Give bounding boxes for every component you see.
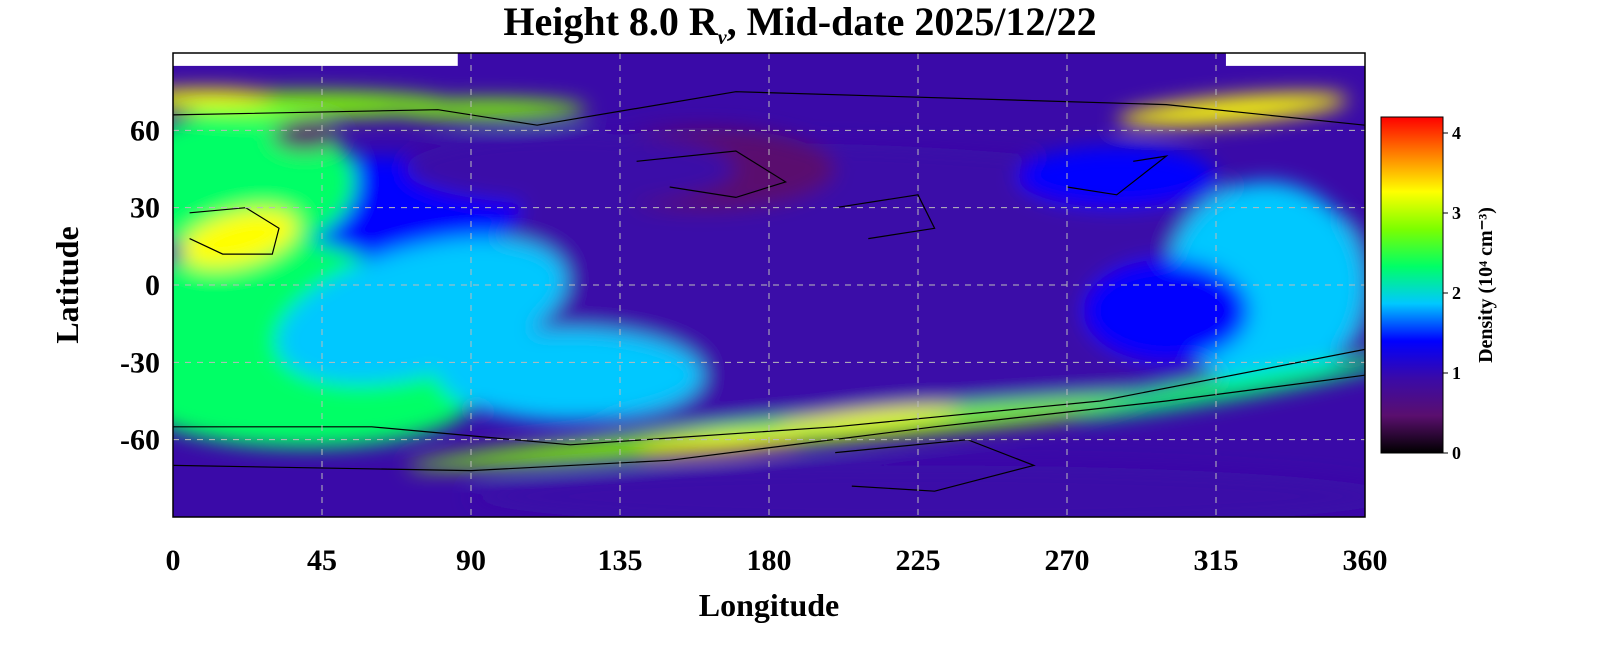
x-tick-label: 180 — [747, 544, 792, 577]
contour-line — [173, 348, 1365, 446]
contour-line — [636, 150, 788, 199]
title-main: Height 8.0 R — [503, 0, 718, 44]
x-tick-label: 90 — [456, 544, 486, 577]
y-tick-label: 0 — [145, 269, 160, 302]
colorbar: 0 1 2 3 4 Density (10⁴ cm⁻³) — [1380, 116, 1497, 463]
y-tick-label: -30 — [120, 346, 160, 379]
colorbar-tick-label: 3 — [1452, 203, 1461, 223]
plot-frame — [172, 52, 1366, 518]
density-region — [471, 465, 1365, 517]
contour-line — [835, 194, 936, 240]
contour-line — [173, 374, 1365, 472]
no-data-region — [1225, 53, 1365, 66]
title-subscript: ν — [717, 27, 727, 49]
density-region — [404, 132, 736, 206]
y-axis-ticks: 60 30 0 -30 -60 — [120, 114, 160, 456]
y-axis-label: Latitude — [49, 226, 85, 343]
grid-lines — [173, 53, 1365, 517]
contour-line — [835, 439, 1036, 492]
colorbar-tick-label: 0 — [1452, 443, 1461, 463]
density-region — [437, 328, 703, 422]
title-rest: , Mid-date 2025/12/22 — [726, 0, 1097, 44]
density-region — [1083, 259, 1250, 363]
x-tick-label: 45 — [307, 544, 337, 577]
y-tick-label: 60 — [130, 114, 160, 147]
density-region — [1069, 357, 1365, 419]
x-tick-label: 315 — [1194, 544, 1239, 577]
x-tick-label: 360 — [1343, 544, 1388, 577]
density-region — [802, 171, 1001, 244]
y-tick-label: 30 — [130, 192, 160, 225]
density-region — [181, 209, 298, 268]
colorbar-ticks: 0 1 2 3 4 — [1443, 123, 1461, 463]
colorbar-label: Density (10⁴ cm⁻³) — [1475, 207, 1497, 363]
x-tick-label: 0 — [166, 544, 181, 577]
density-region — [272, 120, 339, 151]
x-axis-ticks: 0 45 90 135 180 225 270 315 360 — [166, 544, 1388, 577]
x-tick-label: 135 — [598, 544, 643, 577]
x-axis-label: Longitude — [699, 587, 839, 623]
density-region — [173, 89, 273, 105]
no-data-region — [173, 53, 458, 66]
contour-line — [1066, 155, 1169, 196]
colorbar-tick-label: 4 — [1452, 123, 1461, 143]
plot-area — [173, 53, 1365, 517]
density-region — [776, 406, 961, 432]
colorbar-gradient — [1380, 116, 1444, 454]
density-region — [636, 435, 802, 455]
y-tick-label: -60 — [120, 424, 160, 457]
density-region — [406, 394, 1198, 469]
chart-title: Height 8.0 Rν, Mid-date 2025/12/22 — [0, 0, 1600, 60]
contour-line — [173, 91, 1365, 126]
density-contours — [173, 91, 1365, 492]
x-tick-label: 225 — [896, 544, 941, 577]
contour-line — [189, 207, 280, 255]
colorbar-tick-label: 2 — [1452, 283, 1461, 303]
x-tick-label: 270 — [1045, 544, 1090, 577]
density-region — [1017, 145, 1216, 208]
density-region — [1117, 93, 1349, 127]
colorbar-tick-label: 1 — [1452, 363, 1461, 383]
density-region — [388, 99, 587, 121]
